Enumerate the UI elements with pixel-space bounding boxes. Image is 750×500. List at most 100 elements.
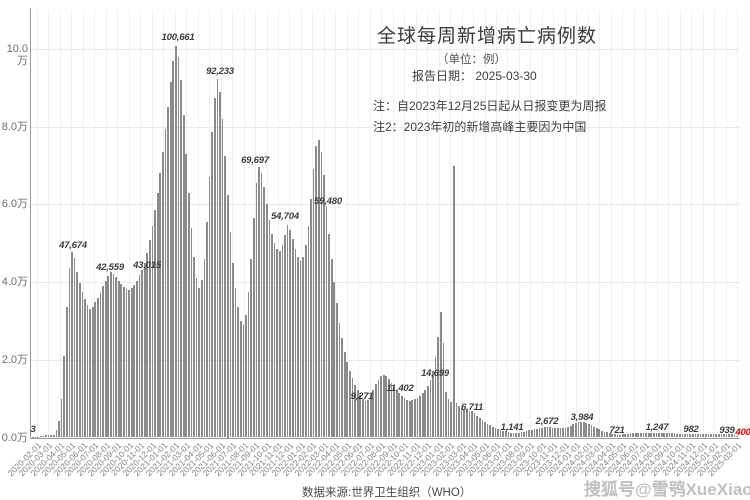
- bar: [424, 389, 427, 438]
- bar: [107, 275, 110, 438]
- bar: [517, 432, 520, 438]
- bar: [291, 239, 294, 438]
- bar: [343, 352, 346, 438]
- bar: [110, 272, 112, 438]
- bar: [323, 175, 325, 438]
- bar: [432, 371, 434, 438]
- bar: [686, 433, 689, 438]
- bar: [211, 132, 214, 438]
- bar: [175, 46, 177, 438]
- bar: [52, 434, 55, 438]
- bar: [621, 434, 624, 438]
- y-tick-label: 4.0万: [1, 276, 28, 289]
- bar: [520, 432, 523, 438]
- bar: [250, 258, 253, 438]
- bar: [689, 433, 692, 438]
- gridline-vertical: [450, 10, 452, 438]
- bar: [297, 256, 299, 438]
- bar: [710, 433, 712, 438]
- bar: [572, 424, 575, 438]
- bar: [627, 433, 629, 438]
- bar: [406, 400, 408, 438]
- bar: [369, 395, 372, 438]
- bar: [445, 392, 447, 438]
- bar: [681, 433, 684, 438]
- chart-unit-label: （单位：例）: [437, 54, 506, 66]
- bar: [489, 425, 492, 438]
- bar: [89, 308, 91, 438]
- bar: [364, 401, 367, 438]
- gridline-vertical: [105, 10, 107, 438]
- bar: [530, 429, 533, 438]
- gridline-vertical: [289, 10, 291, 438]
- bar: [408, 400, 411, 438]
- bar: [502, 430, 505, 438]
- value-label: 47,674: [59, 240, 87, 251]
- bar: [616, 434, 619, 438]
- gridline-vertical: [679, 10, 681, 438]
- bar: [330, 258, 333, 438]
- bar: [226, 194, 229, 438]
- bar: [699, 433, 702, 438]
- gridline-vertical: [369, 10, 371, 438]
- bar: [60, 399, 63, 438]
- bar: [63, 355, 65, 438]
- gridline-vertical: [59, 10, 61, 438]
- bar: [395, 390, 398, 438]
- bar: [71, 252, 73, 438]
- bar: [504, 431, 507, 438]
- bar: [115, 277, 117, 438]
- bar: [580, 422, 582, 438]
- bar: [138, 275, 141, 438]
- bar: [702, 433, 705, 438]
- data-source: 数据来源:世界卫生组织（WHO）: [302, 487, 472, 499]
- bar: [697, 433, 699, 438]
- gridline-vertical: [415, 10, 417, 438]
- bar: [341, 338, 343, 438]
- bar: [567, 426, 569, 438]
- value-label: 1,247: [645, 422, 669, 433]
- bar: [260, 173, 263, 438]
- bar: [247, 291, 250, 438]
- bar: [312, 169, 315, 438]
- bar: [232, 262, 234, 438]
- gridline-vertical: [117, 10, 119, 438]
- gridline-vertical: [691, 10, 693, 438]
- value-label: 92,233: [206, 66, 234, 77]
- bar: [455, 402, 458, 438]
- bar: [471, 411, 473, 438]
- bar: [582, 422, 585, 438]
- bar: [637, 432, 640, 438]
- gridline-vertical: [564, 10, 566, 438]
- bar: [84, 299, 86, 438]
- bar: [86, 305, 89, 438]
- bar: [416, 397, 419, 438]
- bar: [603, 431, 606, 438]
- bar: [229, 231, 232, 438]
- bar: [401, 396, 403, 438]
- gridline-vertical: [507, 10, 509, 438]
- bar: [159, 173, 162, 438]
- bar: [562, 428, 564, 438]
- bar: [619, 434, 621, 438]
- bar: [658, 432, 660, 438]
- bar: [162, 151, 164, 438]
- bar: [717, 434, 720, 438]
- bar: [102, 286, 104, 438]
- bar: [234, 287, 237, 438]
- bar: [676, 433, 679, 438]
- bar: [172, 60, 175, 438]
- bar: [317, 140, 320, 438]
- bar: [130, 288, 133, 438]
- bar: [704, 433, 707, 438]
- bar: [525, 430, 528, 438]
- value-label: 59,480: [314, 196, 342, 207]
- bar: [382, 374, 385, 438]
- gridline-vertical: [404, 10, 406, 438]
- bar: [481, 420, 484, 438]
- bar: [201, 280, 203, 438]
- bar: [193, 256, 195, 438]
- gridline-vertical: [599, 10, 601, 438]
- bar: [723, 433, 725, 438]
- bar: [730, 434, 733, 438]
